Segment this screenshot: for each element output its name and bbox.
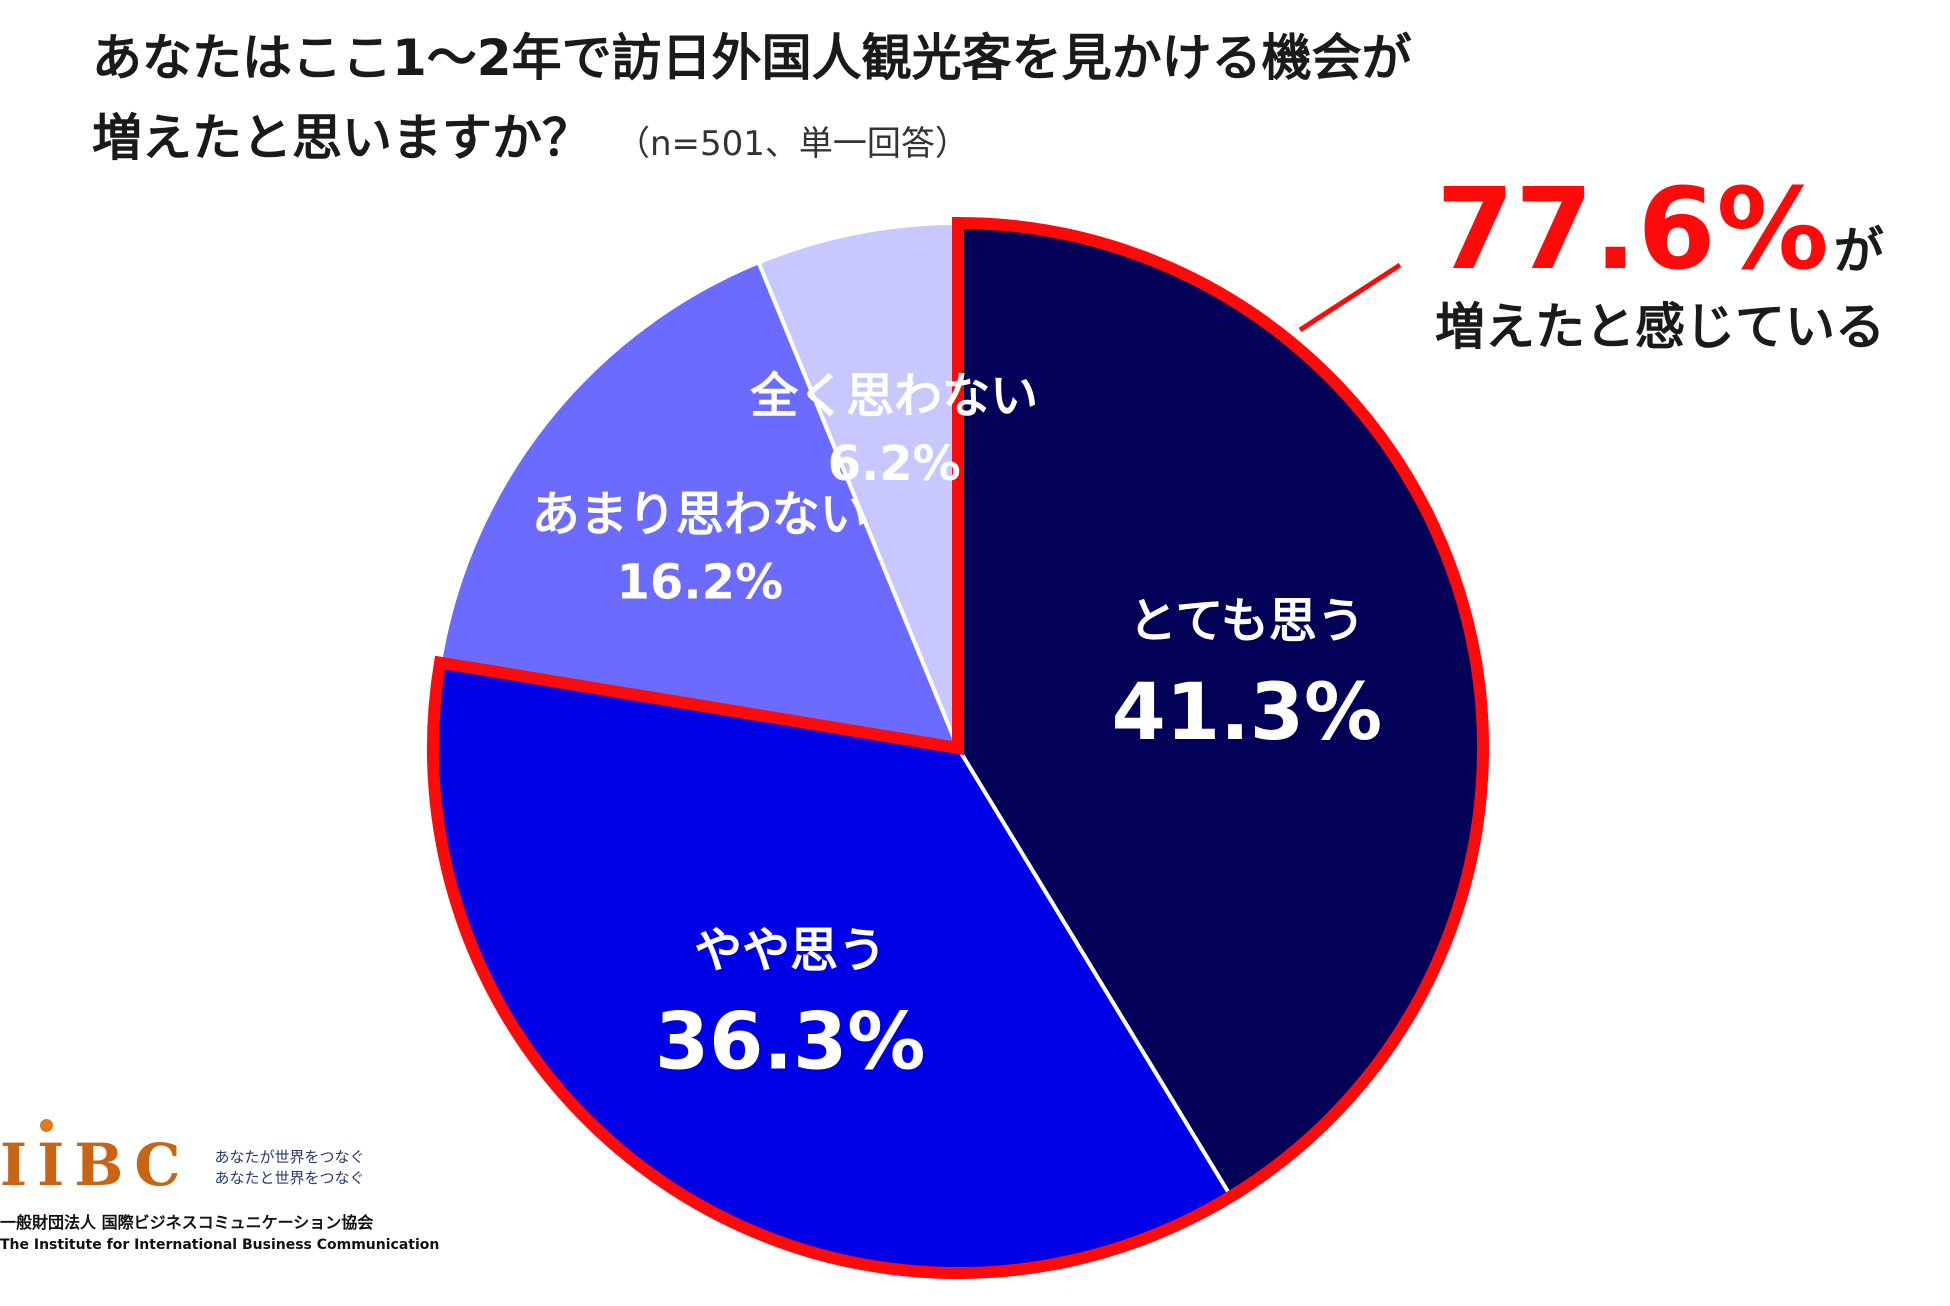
logo-wordmark: IIBC xyxy=(0,1119,191,1195)
logo-text: IIBC xyxy=(0,1131,191,1199)
logo-mark: IIBC あなたが世界をつなぐ あなたと世界をつなぐ xyxy=(0,1119,440,1195)
slice-value-label: 41.3% xyxy=(1112,668,1383,758)
title-line-2: 増えたと思いますか？ （n=501、単一回答） xyxy=(92,98,1852,184)
org-name-ja: 一般財団法人 国際ビジネスコミュニケーション協会 xyxy=(0,1213,374,1232)
logo-tagline-1: あなたが世界をつなぐ xyxy=(214,1148,365,1166)
title-line-2-text: 増えたと思いますか？ xyxy=(92,109,592,167)
slice-label: やや思う xyxy=(694,923,886,979)
logo-tagline-2: あなたと世界をつなぐ xyxy=(214,1169,365,1187)
slice-label: あまり思わない xyxy=(532,486,868,542)
sample-note: （n=501、単一回答） xyxy=(616,124,969,164)
callout: 77.6%が 増えたと感じている xyxy=(1380,165,1940,359)
callout-percent: 77.6% xyxy=(1436,165,1830,295)
logo-dot-icon xyxy=(40,1119,53,1132)
pie-slice xyxy=(437,259,962,751)
slice-label: 全く思わない xyxy=(749,368,1038,424)
iibc-logo: IIBC あなたが世界をつなぐ あなたと世界をつなぐ 一般財団法人 国際ビジネス… xyxy=(0,1119,440,1253)
callout-line-1: 77.6%が xyxy=(1380,165,1940,295)
highlight-outline xyxy=(427,216,1489,1279)
slice-value-label: 6.2% xyxy=(828,436,961,492)
slice-value-label: 16.2% xyxy=(617,554,784,610)
slice-label: とても思う xyxy=(1129,593,1365,649)
pie-slice xyxy=(756,220,960,749)
title-line-1: あなたはここ1～2年で訪日外国人観光客を見かける機会が xyxy=(92,29,1412,87)
callout-suffix: が xyxy=(1833,222,1884,280)
slice-value-label: 36.3% xyxy=(655,998,926,1088)
logo-tagline: あなたが世界をつなぐ あなたと世界をつなぐ xyxy=(215,1147,365,1195)
callout-line-2: 増えたと感じている xyxy=(1435,298,1885,356)
callout-leader-line xyxy=(1298,262,1402,333)
org-name-en: The Institute for International Business… xyxy=(0,1237,440,1253)
chart-title: あなたはここ1～2年で訪日外国人観光客を見かける機会が 増えたと思いますか？ （n… xyxy=(92,18,1852,184)
pie-labels: とても思う 41.3% やや思う 36.3% あまり思わない 16.2% 全く思わない 6.2… xyxy=(532,368,1382,1087)
